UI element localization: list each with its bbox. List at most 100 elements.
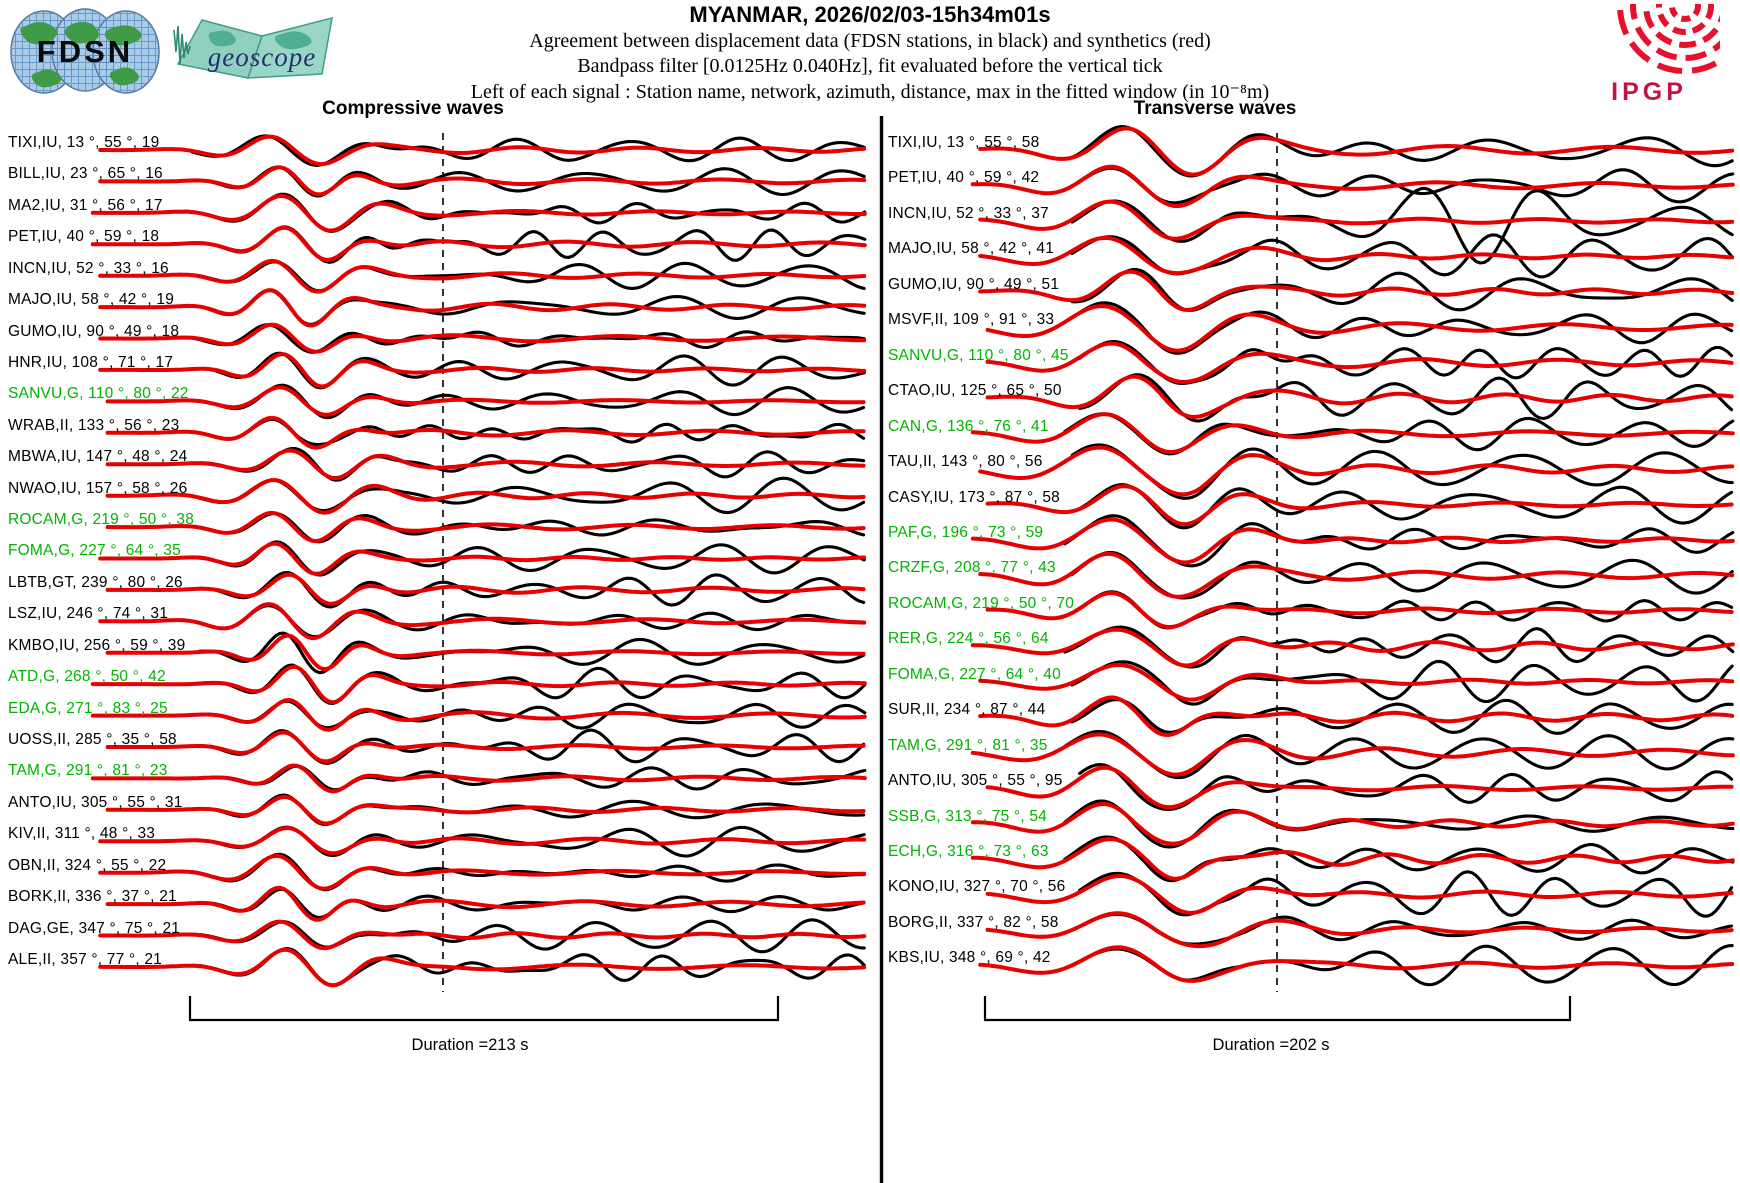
trace-synthetic-majo-p: [98, 288, 867, 328]
station-label-hnr-p: HNR,IU, 108 °, 71 °, 17: [8, 353, 174, 371]
trace-synthetic-wrab-p: [105, 415, 866, 450]
trace-synthetic-sur-t: [978, 695, 1735, 737]
geoscope-seismogram-icon: [173, 25, 191, 65]
trace-data-mbwa-p: [198, 446, 866, 482]
header-subtitle-3: Left of each signal : Station name, netw…: [470, 81, 1270, 103]
station-label-ssb-t: SSB,G, 313 °, 75 °, 54: [888, 807, 1047, 825]
station-label-pet-p: PET,IU, 40 °, 59 °, 18: [8, 228, 160, 246]
station-label-uoss-p: UOSS,II, 285 °, 35 °, 58: [8, 730, 177, 748]
station-label-wrab-p: WRAB,II, 133 °, 56 °, 23: [8, 416, 180, 434]
trace-synthetic-pet-t: [970, 164, 1735, 209]
trace-data-casy-t: [1078, 483, 1734, 530]
ipgp-logo-text: IPGP: [1611, 78, 1687, 106]
fdsn-logo: FDSN: [10, 8, 160, 94]
trace-data-tixi-t: [1070, 125, 1734, 178]
station-label-majo-t: MAJO,IU, 58 °, 42 °, 41: [888, 240, 1055, 258]
station-label-anto-p: ANTO,IU, 305 °, 55 °, 31: [8, 793, 183, 811]
trace-synthetic-tam-t: [970, 732, 1735, 777]
trace-synthetic-atd-p: [90, 664, 867, 705]
station-label-msvf-t: MSVF,II, 109 °, 91 °, 33: [888, 311, 1055, 329]
station-label-anto-t: ANTO,IU, 305 °, 55 °, 95: [888, 772, 1063, 790]
trace-synthetic-casy-t: [985, 484, 1734, 527]
trace-synthetic-bork-p: [105, 885, 866, 922]
station-label-foma-p: FOMA,G, 227 °, 64 °, 35: [8, 542, 181, 560]
trace-data-tam-t: [1063, 729, 1735, 780]
station-label-atd-p: ATD,G, 268 °, 50 °, 42: [8, 668, 166, 686]
trace-synthetic-anto-p: [105, 794, 866, 826]
header-subtitle-1: Agreement between displacement data (FDS…: [529, 30, 1211, 52]
trace-synthetic-kono-t: [985, 874, 1734, 915]
trace-synthetic-rocam-t: [985, 591, 1734, 629]
trace-synthetic-tixi-t: [978, 126, 1735, 177]
station-label-eda-p: EDA,G, 271 °, 83 °, 25: [8, 699, 168, 717]
trace-synthetic-dag-p: [98, 919, 867, 951]
trace-synthetic-sanvu-p: [105, 385, 866, 417]
trace-synthetic-nwao-p: [105, 478, 866, 515]
station-label-pet-t: PET,IU, 40 °, 59 °, 42: [888, 169, 1040, 187]
trace-synthetic-lbtb-p: [105, 572, 866, 606]
trace-synthetic-uoss-p: [105, 730, 866, 764]
trace-data-sanvu-t: [1078, 340, 1734, 385]
station-label-kbs-t: KBS,IU, 348 °, 69 °, 42: [888, 949, 1051, 967]
trace-synthetic-paf-t: [970, 517, 1735, 565]
trace-synthetic-lsz-p: [98, 602, 867, 641]
trace-synthetic-incn-p: [98, 258, 867, 294]
trace-synthetic-rer-t: [970, 627, 1735, 668]
station-label-ale-p: ALE,II, 357 °, 77 °, 21: [8, 950, 163, 968]
station-label-sanvu-p: SANVU,G, 110 °, 80 °, 22: [8, 385, 189, 403]
station-label-casy-t: CASY,IU, 173 °, 87 °, 58: [888, 488, 1061, 506]
station-label-gumo-p: GUMO,IU, 90 °, 49 °, 18: [8, 322, 180, 340]
trace-synthetic-kiv-p: [98, 826, 867, 856]
trace-synthetic-foma-p: [98, 541, 867, 576]
trace-synthetic-anto-t: [985, 765, 1734, 810]
station-label-rer-t: RER,G, 224 °, 56 °, 64: [888, 630, 1049, 648]
station-label-incn-p: INCN,IU, 52 °, 33 °, 16: [8, 259, 169, 277]
trace-synthetic-msvf-t: [985, 304, 1734, 353]
station-label-tam-t: TAM,G, 291 °, 81 °, 35: [888, 736, 1048, 754]
trace-synthetic-tam-p: [90, 763, 867, 794]
station-label-obn-p: OBN,II, 324 °, 55 °, 22: [8, 856, 167, 874]
duration-label-compressive: Duration =213 s: [411, 1036, 529, 1054]
trace-data-bork-p: [198, 887, 866, 920]
station-label-tau-t: TAU,II, 143 °, 80 °, 56: [888, 453, 1043, 471]
duration-bracket: [983, 996, 1572, 1022]
header-subtitle-2: Bandpass filter [0.0125Hz 0.040Hz], fit …: [577, 55, 1163, 77]
trace-synthetic-rocam-p: [105, 510, 866, 544]
station-label-mbwa-p: MBWA,IU, 147 °, 48 °, 24: [8, 448, 188, 466]
trace-synthetic-kbs-t: [978, 945, 1735, 983]
fdsn-globes-icon: [10, 8, 160, 94]
trace-synthetic-foma-t: [978, 663, 1735, 702]
trace-synthetic-ctao-t: [985, 374, 1734, 419]
station-label-kiv-p: KIV,II, 311 °, 48 °, 33: [8, 825, 156, 843]
ipgp-logo: IPGP: [1611, 4, 1720, 106]
geoscope-logo-text: geoscope: [208, 42, 316, 72]
station-label-bork-p: BORK,II, 336 °, 37 °, 21: [8, 888, 177, 906]
station-label-crzf-t: CRZF,G, 208 °, 77 °, 43: [888, 559, 1056, 577]
station-label-tam-p: TAM,G, 291 °, 81 °, 23: [8, 762, 168, 780]
trace-synthetic-incn-t: [978, 199, 1735, 241]
station-label-majo-p: MAJO,IU, 58 °, 42 °, 19: [8, 291, 175, 309]
station-label-ma2-p: MA2,IU, 31 °, 56 °, 17: [8, 196, 163, 214]
station-label-rocam-t: ROCAM,G, 219 °, 50 °, 70: [888, 594, 1075, 612]
trace-synthetic-kmbo-p: [105, 633, 866, 672]
station-label-lsz-p: LSZ,IU, 246 °, 74 °, 31: [8, 605, 169, 623]
station-label-paf-t: PAF,G, 196 °, 73 °, 59: [888, 523, 1044, 541]
station-label-nwao-p: NWAO,IU, 157 °, 58 °, 26: [8, 479, 188, 497]
trace-data-kmbo-p: [198, 631, 866, 675]
duration-label-transverse: Duration =202 s: [1212, 1036, 1330, 1054]
station-label-can-t: CAN,G, 136 °, 76 °, 41: [888, 417, 1049, 435]
trace-synthetic-majo-t: [978, 235, 1735, 276]
trace-synthetic-gumo-t: [978, 269, 1735, 312]
trace-data-gumo-p: [190, 323, 866, 354]
station-label-bill-p: BILL,IU, 23 °, 65 °, 16: [8, 165, 163, 183]
station-label-kono-t: KONO,IU, 327 °, 70 °, 56: [888, 878, 1066, 896]
station-label-tixi-p: TIXI,IU, 13 °, 55 °, 19: [8, 134, 160, 151]
station-label-foma-t: FOMA,G, 227 °, 64 °, 40: [888, 665, 1061, 683]
geoscope-logo: geoscope: [173, 16, 333, 79]
panel-title-compressive: Compressive waves: [322, 98, 504, 119]
trace-data-dag-p: [190, 918, 866, 954]
trace-synthetic-ale-p: [98, 947, 867, 988]
panel-title-transverse: Transverse waves: [1133, 98, 1297, 119]
station-label-borg-t: BORG,II, 337 °, 82 °, 58: [888, 913, 1059, 931]
